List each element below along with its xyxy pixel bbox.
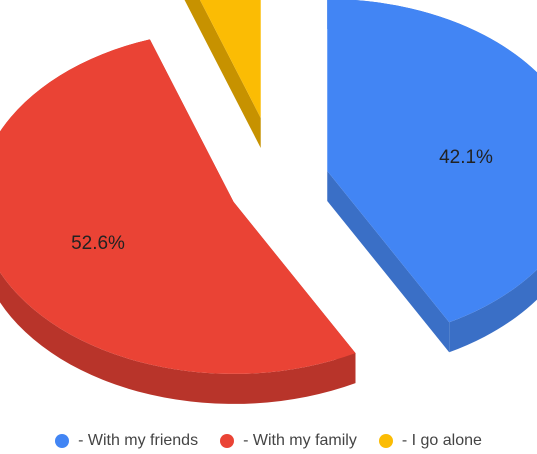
slice-side-1 <box>0 39 356 404</box>
slice-wall-2-0 <box>184 0 261 148</box>
legend-item-friends[interactable]: - With my friends <box>55 432 198 450</box>
legend-swatch-alone <box>378 434 393 448</box>
slice-2 <box>200 0 261 118</box>
slice-wall-0-1 <box>327 170 450 353</box>
slice-0 <box>327 0 537 323</box>
legend-item-family[interactable]: - With my family <box>220 432 357 450</box>
slice-label-1: 52.6% <box>71 233 125 254</box>
legend: - With my friends - With my family - I g… <box>0 428 537 454</box>
slice-label-0: 42.1% <box>439 147 493 168</box>
slice-1 <box>0 39 356 374</box>
slice-side-0 <box>327 0 537 353</box>
legend-label-family: - With my family <box>243 432 357 449</box>
legend-item-alone[interactable]: - I go alone <box>378 432 482 450</box>
legend-label-alone: - I go alone <box>401 432 482 449</box>
legend-swatch-friends <box>55 434 70 448</box>
legend-label-friends: - With my friends <box>78 432 199 449</box>
legend-swatch-family <box>220 434 235 448</box>
